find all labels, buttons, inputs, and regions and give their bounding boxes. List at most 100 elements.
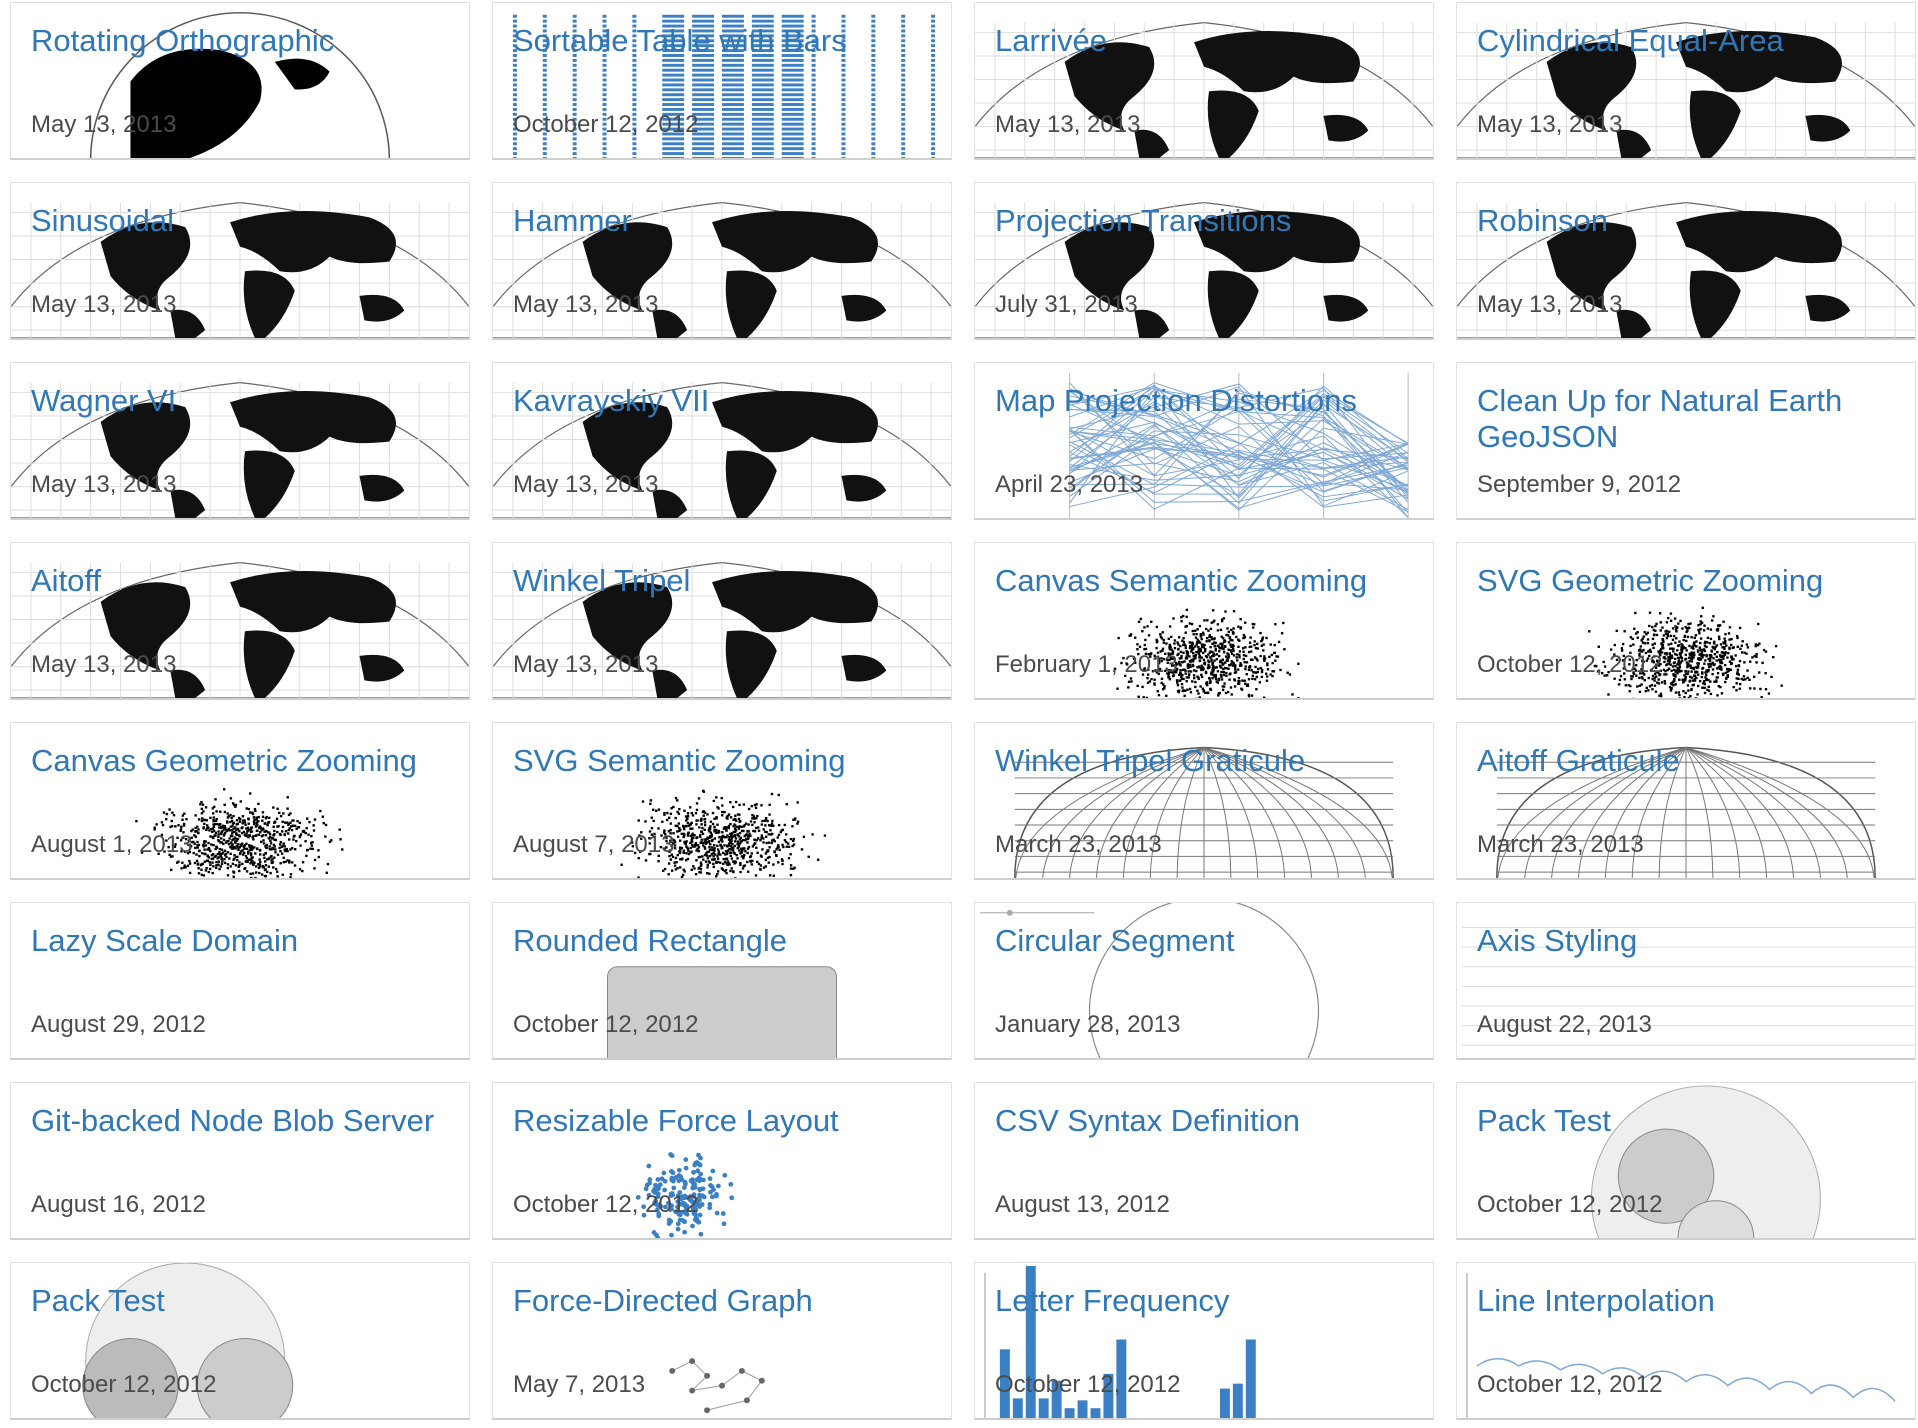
- card-title[interactable]: Projection Transitions: [995, 203, 1292, 238]
- gallery-card[interactable]: Git-backed Node Blob Server August 16, 2…: [10, 1082, 470, 1240]
- gallery-card[interactable]: Pack Test October 12, 2012: [1456, 1082, 1916, 1240]
- gallery-card[interactable]: Aitoff May 13, 2013: [10, 542, 470, 700]
- gallery-card[interactable]: Map Projection Distortions April 23, 201…: [974, 362, 1434, 520]
- card-title[interactable]: Robinson: [1477, 203, 1608, 238]
- table-bars-thumbnail: [512, 14, 936, 158]
- force-layout-thumbnail: [635, 1152, 735, 1238]
- card-title[interactable]: SVG Semantic Zooming: [513, 743, 846, 778]
- card-date: May 13, 2013: [513, 291, 659, 318]
- gallery-card[interactable]: Kavrayskiy VII May 13, 2013: [492, 362, 952, 520]
- card-date: May 13, 2013: [513, 651, 659, 678]
- card-date: May 13, 2013: [31, 651, 177, 678]
- gallery-card[interactable]: Cylindrical Equal-Area May 13, 2013: [1456, 2, 1916, 160]
- gallery-card[interactable]: Projection Transitions July 31, 2013: [974, 182, 1434, 340]
- card-date: October 12, 2012: [513, 111, 699, 138]
- card-title[interactable]: Lazy Scale Domain: [31, 923, 299, 958]
- gallery-card[interactable]: Axis Styling August 22, 2013: [1456, 902, 1916, 1060]
- card-title[interactable]: Rounded Rectangle: [513, 923, 788, 958]
- card-title[interactable]: Larrivée: [995, 23, 1107, 58]
- parallel-coordinates-thumbnail: [1069, 372, 1409, 518]
- graticule-thumbnail: [1014, 746, 1394, 878]
- card-date: October 12, 2012: [1477, 1371, 1663, 1398]
- gallery-card[interactable]: Resizable Force Layout October 12, 2012: [492, 1082, 952, 1240]
- gallery-card[interactable]: Rounded Rectangle October 12, 2012: [492, 902, 952, 1060]
- gallery-card[interactable]: Winkel Tripel Graticule March 23, 2013: [974, 722, 1434, 880]
- world-map-thumbnail: [975, 202, 1433, 338]
- gallery-card[interactable]: CSV Syntax Definition August 13, 2012: [974, 1082, 1434, 1240]
- gallery-card[interactable]: Larrivée May 13, 2013: [974, 2, 1434, 160]
- card-title[interactable]: Git-backed Node Blob Server: [31, 1103, 435, 1138]
- card-date: May 13, 2013: [1477, 291, 1623, 318]
- gallery-card[interactable]: SVG Geometric Zooming October 12, 2012: [1456, 542, 1916, 700]
- gallery-card[interactable]: SVG Semantic Zooming August 7, 2013: [492, 722, 952, 880]
- card-title[interactable]: Rotating Orthographic: [31, 23, 335, 58]
- card-title[interactable]: Line Interpolation: [1477, 1283, 1715, 1318]
- card-title[interactable]: Canvas Semantic Zooming: [995, 563, 1368, 598]
- gallery-card[interactable]: Pack Test October 12, 2012: [10, 1262, 470, 1420]
- card-title[interactable]: Sortable Table with Bars: [513, 23, 847, 58]
- card-title[interactable]: Letter Frequency: [995, 1283, 1230, 1318]
- card-title[interactable]: SVG Geometric Zooming: [1477, 563, 1824, 598]
- gallery-card[interactable]: Lazy Scale Domain August 29, 2012: [10, 902, 470, 1060]
- gallery-card[interactable]: Sinusoidal May 13, 2013: [10, 182, 470, 340]
- card-title[interactable]: Map Projection Distortions: [995, 383, 1357, 418]
- pack-circles-thumbnail: [82, 1263, 294, 1418]
- card-title[interactable]: Wagner VI: [31, 383, 177, 418]
- world-map-thumbnail: [11, 202, 469, 338]
- world-map-thumbnail: [975, 22, 1433, 158]
- gallery-card[interactable]: Clean Up for Natural Earth GeoJSON Septe…: [1456, 362, 1916, 520]
- card-date: May 13, 2013: [995, 111, 1141, 138]
- gallery-card[interactable]: Hammer May 13, 2013: [492, 182, 952, 340]
- gallery-card[interactable]: Winkel Tripel May 13, 2013: [492, 542, 952, 700]
- card-title[interactable]: Sinusoidal: [31, 203, 175, 238]
- scatter-dots-thumbnail: [1588, 606, 1783, 698]
- card-title[interactable]: Clean Up for Natural Earth GeoJSON: [1477, 383, 1843, 454]
- world-map-thumbnail: [493, 382, 951, 518]
- world-map-thumbnail: [493, 562, 951, 698]
- gallery-card[interactable]: Sortable Table with Bars October 12, 201…: [492, 2, 952, 160]
- card-title[interactable]: Resizable Force Layout: [513, 1103, 839, 1138]
- gallery-card[interactable]: Canvas Semantic Zooming February 1, 2013: [974, 542, 1434, 700]
- gallery-card[interactable]: Canvas Geometric Zooming August 1, 2013: [10, 722, 470, 880]
- card-title[interactable]: Force-Directed Graph: [513, 1283, 813, 1318]
- card-title[interactable]: Pack Test: [31, 1283, 165, 1318]
- card-date: October 12, 2012: [1477, 651, 1663, 678]
- card-title[interactable]: Cylindrical Equal-Area: [1477, 23, 1784, 58]
- card-date: April 23, 2013: [995, 471, 1144, 498]
- gallery-card[interactable]: Line Interpolation October 12, 2012: [1456, 1262, 1916, 1420]
- graticule-thumbnail: [1496, 746, 1876, 878]
- gallery-card[interactable]: Letter Frequency October 12, 2012: [974, 1262, 1434, 1420]
- card-title[interactable]: Pack Test: [1477, 1103, 1611, 1138]
- gallery-card[interactable]: Circular Segment January 28, 2013: [974, 902, 1434, 1060]
- gallery-card[interactable]: Rotating Orthographic May 13, 2013: [10, 2, 470, 160]
- world-map-thumbnail: [493, 202, 951, 338]
- scatter-dots-thumbnail: [620, 789, 827, 878]
- gallery-card[interactable]: Aitoff Graticule March 23, 2013: [1456, 722, 1916, 880]
- card-title[interactable]: Circular Segment: [995, 923, 1235, 958]
- scatter-dots-thumbnail: [1113, 608, 1300, 698]
- card-date: August 29, 2012: [31, 1011, 206, 1038]
- world-map-thumbnail: [11, 562, 469, 698]
- card-title[interactable]: Kavrayskiy VII: [513, 383, 710, 418]
- card-title[interactable]: CSV Syntax Definition: [995, 1103, 1300, 1138]
- card-date: May 13, 2013: [1477, 111, 1623, 138]
- gallery-card[interactable]: Wagner VI May 13, 2013: [10, 362, 470, 520]
- card-title[interactable]: Aitoff Graticule: [1477, 743, 1680, 778]
- card-title[interactable]: Axis Styling: [1477, 923, 1638, 958]
- card-title[interactable]: Aitoff: [31, 563, 102, 598]
- card-date: September 9, 2012: [1477, 471, 1682, 498]
- circular-segment-thumbnail: [979, 903, 1320, 1058]
- world-map-thumbnail: [11, 382, 469, 518]
- force-graph-thumbnail: [669, 1358, 765, 1414]
- card-title[interactable]: Winkel Tripel Graticule: [995, 743, 1306, 778]
- card-date: May 13, 2013: [31, 111, 177, 138]
- card-title[interactable]: Hammer: [513, 203, 632, 238]
- card-title[interactable]: Winkel Tripel: [513, 563, 691, 598]
- gallery-card[interactable]: Robinson May 13, 2013: [1456, 182, 1916, 340]
- pack-circles-thumbnail: [1590, 1085, 1821, 1238]
- gallery-card[interactable]: Force-Directed Graph May 7, 2013: [492, 1262, 952, 1420]
- card-title[interactable]: Canvas Geometric Zooming: [31, 743, 417, 778]
- card-date: January 28, 2013: [995, 1011, 1181, 1038]
- world-map-thumbnail: [1457, 22, 1915, 158]
